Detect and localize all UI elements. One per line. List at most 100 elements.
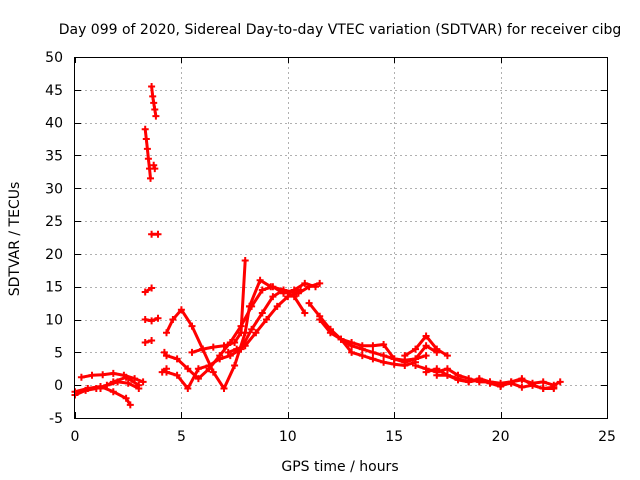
data-point — [380, 352, 388, 360]
data-point — [77, 373, 85, 381]
data-point — [143, 145, 151, 153]
data-point — [422, 342, 430, 350]
data-point — [220, 342, 228, 350]
data-point — [433, 345, 441, 353]
data-point — [141, 288, 149, 296]
data-point — [316, 279, 324, 287]
data-point — [163, 329, 170, 337]
plot-frame — [74, 57, 608, 419]
data-point — [518, 383, 526, 391]
y-tick-label: 10 — [45, 313, 63, 329]
data-point — [126, 401, 134, 409]
data-point — [163, 368, 170, 376]
data-point — [88, 371, 96, 379]
series-line — [99, 375, 141, 390]
data-point — [454, 376, 462, 384]
data-point — [241, 257, 249, 264]
data-point — [147, 174, 154, 182]
data-point — [248, 302, 256, 310]
data-point — [358, 352, 366, 360]
data-point — [173, 355, 181, 363]
x-tick-label: 25 — [598, 429, 616, 445]
data-point — [248, 325, 256, 333]
axes: 0 5 10 15 20 25 -5 0 5 10 15 20 25 30 35 40 45 50 — [45, 50, 616, 445]
data-point — [539, 385, 547, 392]
y-axis-label: SDTVAR / TECUs — [7, 182, 23, 297]
data-point — [209, 343, 217, 351]
data-point — [151, 165, 159, 173]
y-tick-label: 35 — [45, 148, 63, 164]
series-decline-4 — [401, 332, 451, 360]
y-tick-label: 45 — [45, 83, 63, 99]
data-point — [475, 376, 483, 384]
data-point — [141, 125, 149, 133]
series-spike-e — [141, 284, 156, 296]
data-point — [135, 381, 143, 389]
data-point — [301, 309, 309, 317]
series-hump-6 — [224, 286, 305, 356]
data-point — [188, 348, 196, 356]
data-point — [529, 381, 536, 389]
data-point — [220, 385, 228, 392]
data-point — [139, 378, 147, 386]
data-point — [231, 339, 239, 346]
data-point — [273, 302, 281, 310]
series-early-segment-b — [77, 369, 147, 386]
data-point — [258, 309, 266, 317]
y-tick-label: -5 — [49, 411, 63, 427]
data-point — [401, 352, 409, 360]
data-point — [151, 106, 159, 113]
data-point — [422, 352, 430, 360]
data-point — [497, 383, 505, 390]
data-point — [141, 316, 149, 323]
data-point — [109, 378, 117, 386]
data-point — [194, 365, 202, 373]
data-point — [154, 230, 162, 238]
data-point — [263, 316, 270, 323]
series-spike-f — [141, 314, 162, 325]
data-point — [292, 289, 300, 297]
data-point — [358, 342, 366, 350]
data-point — [173, 371, 181, 379]
data-point — [148, 284, 156, 292]
data-point — [84, 385, 92, 392]
y-tick-label: 20 — [45, 247, 63, 263]
data-point — [284, 293, 292, 301]
data-point — [443, 371, 451, 379]
data-point — [507, 378, 515, 386]
x-tick-label: 15 — [385, 429, 403, 445]
data-point — [99, 371, 107, 379]
data-point — [194, 375, 202, 383]
data-point — [486, 379, 494, 387]
data-point — [556, 378, 564, 386]
data-point — [148, 317, 156, 325]
data-point — [97, 385, 104, 392]
data-point — [443, 352, 451, 360]
data-point — [188, 322, 196, 330]
series-line — [165, 288, 307, 390]
data-point — [401, 362, 409, 369]
y-tick-label: 30 — [45, 181, 63, 197]
data-point — [144, 155, 152, 163]
series-spike-d — [148, 230, 162, 238]
series-hump-4 — [163, 286, 309, 392]
data-point — [316, 316, 324, 323]
data-point — [237, 329, 245, 337]
data-point — [216, 355, 224, 363]
data-point — [109, 369, 117, 377]
plot-area — [71, 83, 564, 409]
data-point — [550, 385, 558, 392]
data-point — [465, 378, 473, 386]
data-point — [337, 335, 345, 343]
data-point — [518, 375, 526, 383]
x-tick-label: 5 — [177, 429, 186, 445]
data-point — [169, 316, 177, 323]
data-point — [539, 378, 547, 386]
data-point — [258, 286, 266, 294]
data-point — [184, 385, 192, 392]
data-point — [305, 299, 313, 307]
data-point — [297, 286, 305, 294]
x-tick-label: 10 — [279, 429, 297, 445]
